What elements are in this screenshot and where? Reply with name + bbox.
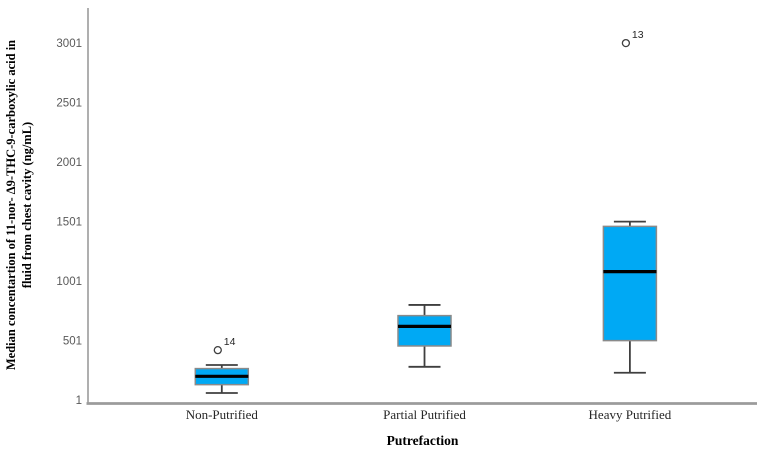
y-tick-label: 3001 — [56, 38, 82, 50]
outlier-label: 13 — [632, 29, 644, 41]
outlier-point — [213, 345, 222, 355]
y-tick-label: 2001 — [56, 157, 82, 169]
y-tick-label: 1001 — [56, 276, 82, 288]
x-axis-title: Putrefaction — [386, 433, 459, 448]
y-tick-label: 2501 — [56, 98, 82, 110]
y-axis-title-line2: fluid from chest cavity (ng/mL) — [20, 121, 34, 289]
y-axis-title-line1: Median concentartion of 11-nor- Δ9-THC-9… — [4, 39, 18, 371]
box — [602, 225, 658, 342]
y-axis-title: Median concentartion of 11-nor- Δ9-THC-9… — [3, 5, 37, 405]
y-tick-label: 501 — [63, 336, 82, 348]
outlier-point — [621, 38, 631, 48]
outlier-label: 14 — [224, 336, 236, 348]
category-label: Heavy Putrified — [589, 407, 672, 422]
box — [397, 314, 452, 347]
category-label: Non-Putrified — [186, 407, 259, 422]
y-tick-label: 1501 — [56, 217, 82, 229]
y-tick-label: 1 — [76, 395, 82, 407]
category-label: Partial Putrified — [383, 407, 466, 422]
